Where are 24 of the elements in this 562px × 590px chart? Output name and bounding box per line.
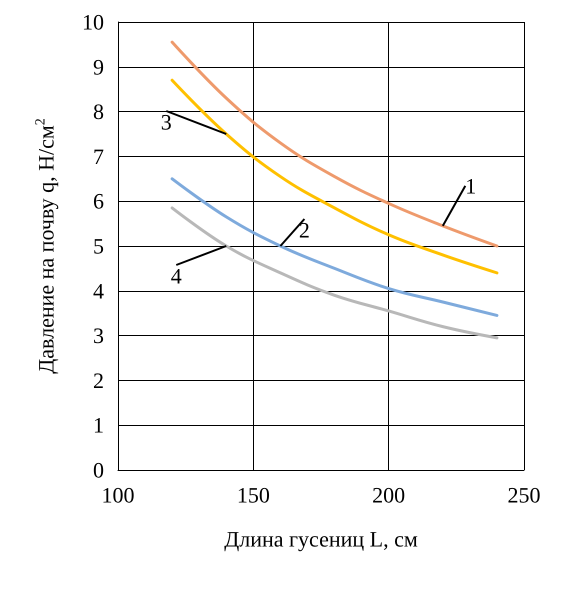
series-label: 4 <box>170 264 182 288</box>
x-tick-label: 100 <box>102 482 134 508</box>
x-tick-label: 200 <box>372 482 406 508</box>
line-series <box>170 206 498 340</box>
y-tick-label: 0 <box>93 458 104 482</box>
line-series <box>170 177 498 317</box>
y-tick-label: 2 <box>93 368 104 393</box>
y-tick-label: 8 <box>93 99 104 124</box>
y-tick-label: 5 <box>93 234 104 258</box>
series-label: 1 <box>465 173 476 198</box>
x-tick-label: 250 <box>508 482 540 508</box>
series-label: 2 <box>298 218 310 242</box>
y-axis-title: Давление на почву q, Н/см2 <box>34 118 58 374</box>
y-tick-label: 4 <box>93 278 104 304</box>
series-label: 3 <box>160 110 172 134</box>
y-tick-label: 1 <box>93 412 104 438</box>
y-tick-label: 7 <box>93 144 104 169</box>
x-axis-title: Длина гусениц L, см <box>224 526 418 552</box>
x-tick-label: 150 <box>236 482 270 508</box>
y-tick-label: 6 <box>93 188 104 214</box>
y-tick-label: 10 <box>82 10 104 34</box>
line-series <box>170 40 498 248</box>
y-tick-label: 9 <box>93 54 104 80</box>
y-tick-label: 3 <box>93 323 104 348</box>
